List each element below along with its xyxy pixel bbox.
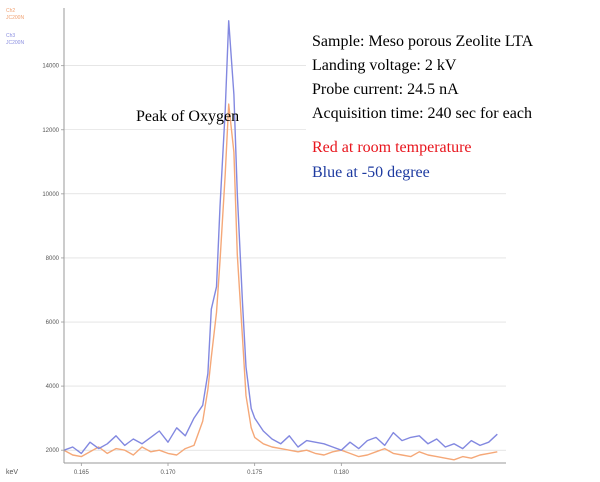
series-layer [63,20,498,461]
y-tick-label: 6000 [46,320,60,326]
series-line-room-temperature [63,103,498,461]
y-tick-labels: 2000 4000 6000 8000 10000 12000 14000 [42,64,59,455]
legend-entry-ch2-sub: JC200N [6,15,24,21]
info-line-acquisition: Acquisition time: 240 sec for each [312,105,532,122]
x-tick-label: 0.175 [247,470,263,476]
info-background [306,26,598,186]
info-line-voltage: Landing voltage: 2 kV [312,57,457,74]
y-tick-label: 12000 [42,128,59,134]
info-line-sample: Sample: Meso porous Zeolite LTA [312,33,534,50]
x-tick-label: 0.180 [334,470,350,476]
blue-series-note: Blue at -50 degree [312,164,430,181]
y-tick-label: 4000 [46,384,60,390]
legend-entry-ch3-name: Ch3 [6,33,15,39]
legend-entry-ch3-sub: JC200N [6,40,24,46]
x-tick-label: 0.165 [74,470,90,476]
legend-entry-ch2-name: Ch2 [6,8,15,14]
peak-label: Peak of Oxygen [136,108,239,125]
red-series-note: Red at room temperature [312,139,472,156]
y-tick-label: 8000 [46,256,60,262]
info-line-current: Probe current: 24.5 nA [312,81,459,98]
x-axis-label: keV [6,469,18,476]
y-tick-label: 10000 [42,192,59,198]
series-line-minus-50-degree [63,20,498,455]
y-tick-label: 2000 [46,448,60,454]
y-tick-label: 14000 [42,64,59,70]
x-tick-label: 0.170 [160,470,176,476]
x-tick-labels: 0.165 0.170 0.175 0.180 [74,470,350,476]
info-annotation: Sample: Meso porous Zeolite LTA Landing … [306,26,598,186]
legend: Ch2 JC200N Ch3 JC200N [6,8,24,46]
axes [63,8,506,464]
